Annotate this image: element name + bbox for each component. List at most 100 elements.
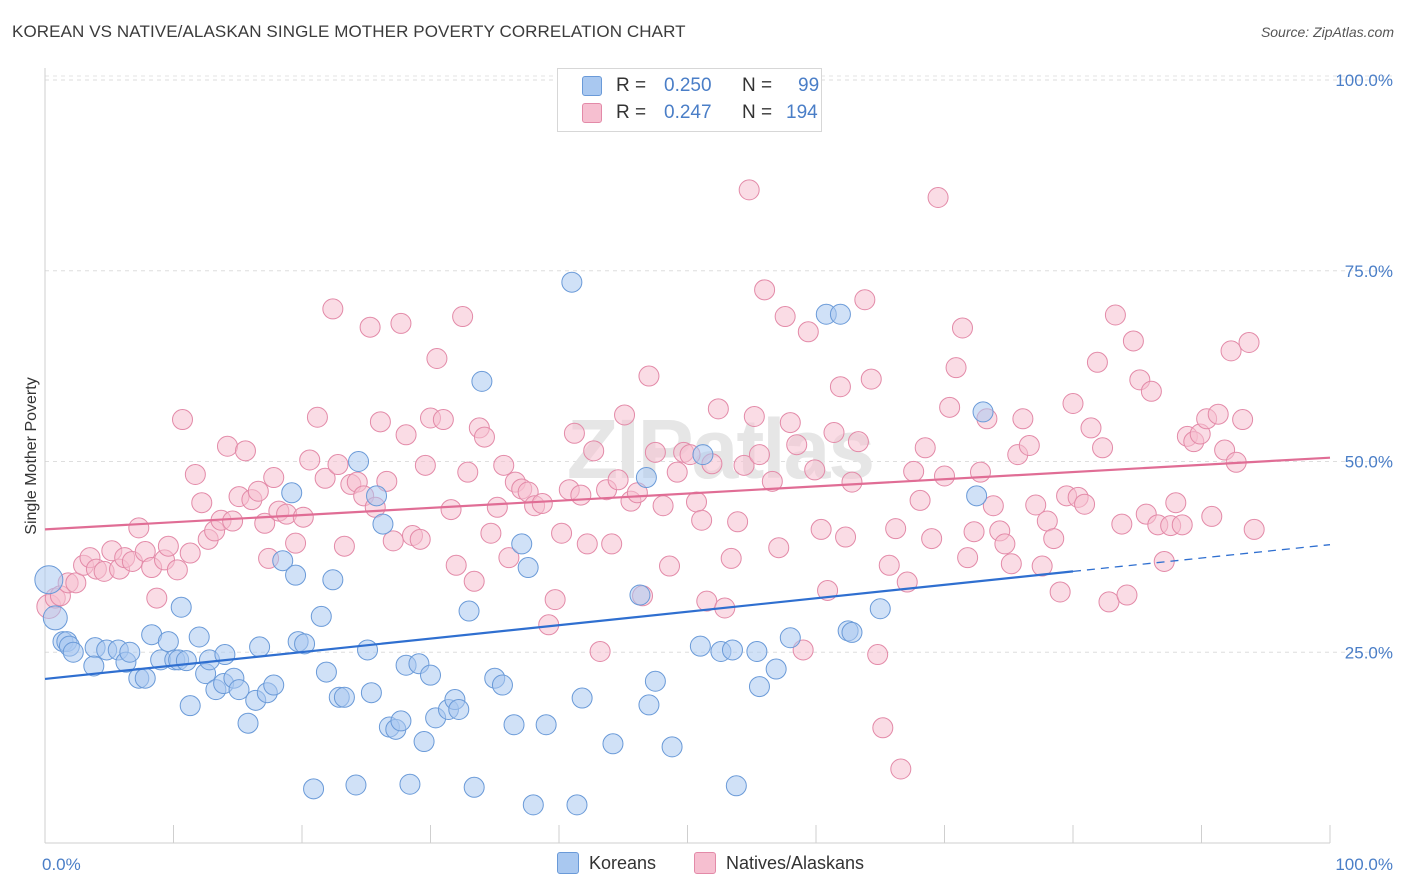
korean-point xyxy=(517,557,539,579)
native-point xyxy=(963,521,985,543)
native-point xyxy=(1092,437,1114,459)
native-point xyxy=(306,406,328,428)
native-point xyxy=(1165,492,1187,514)
native-point xyxy=(395,424,417,446)
native-point xyxy=(576,533,598,555)
native-point xyxy=(720,547,742,569)
native-point xyxy=(128,517,150,539)
native-point xyxy=(797,321,819,343)
r-value: 0.247 xyxy=(664,102,712,123)
native-point xyxy=(1025,494,1047,516)
native-point xyxy=(890,758,912,780)
trend-lines xyxy=(44,456,1331,681)
korean-point xyxy=(966,485,988,507)
korean-point xyxy=(390,710,412,732)
native-point xyxy=(1104,304,1126,326)
y-tick-label: 25.0% xyxy=(1345,643,1393,662)
korean-point xyxy=(263,674,285,696)
korean-point xyxy=(471,370,493,392)
native-point xyxy=(463,570,485,592)
native-point xyxy=(652,495,674,517)
native-point xyxy=(644,441,666,463)
native-point xyxy=(854,289,876,311)
stats-legend-row-natives: R = 0.247 N = 194 xyxy=(582,101,818,125)
native-point xyxy=(921,528,943,550)
native-point xyxy=(872,717,894,739)
native-point xyxy=(359,316,381,338)
native-point xyxy=(945,357,967,379)
native-point xyxy=(184,463,206,485)
native-point xyxy=(376,470,398,492)
korean-point xyxy=(285,564,307,586)
y-tick-label: 50.0% xyxy=(1345,453,1393,472)
native-point xyxy=(583,440,605,462)
native-point xyxy=(738,179,760,201)
legend-item-koreans[interactable]: Koreans xyxy=(557,852,656,874)
native-point xyxy=(666,461,688,483)
native-trend-line xyxy=(44,456,1331,531)
native-point xyxy=(1207,403,1229,425)
korean-point xyxy=(635,467,657,489)
chart-source: Source: ZipAtlas.com xyxy=(1260,24,1394,40)
native-point xyxy=(563,422,585,444)
native-point xyxy=(1140,380,1162,402)
native-point xyxy=(292,506,314,528)
korean-point xyxy=(157,631,179,653)
native-point xyxy=(473,426,495,448)
n-value: 194 xyxy=(786,102,818,123)
korean-point xyxy=(310,605,332,627)
korean-point xyxy=(83,655,105,677)
native-point xyxy=(885,518,907,540)
korean-point xyxy=(272,550,294,572)
korean-point xyxy=(746,640,768,662)
native-point xyxy=(810,518,832,540)
data-points xyxy=(34,179,1265,816)
korean-point xyxy=(566,794,588,816)
native-point xyxy=(841,471,863,493)
native-point xyxy=(768,537,790,559)
native-point xyxy=(934,465,955,487)
native-point xyxy=(867,644,889,666)
native-point xyxy=(369,411,391,433)
korean-trend-line xyxy=(44,570,1074,681)
native-point xyxy=(440,499,462,521)
native-point xyxy=(171,409,193,431)
native-point xyxy=(179,542,201,564)
korean-point xyxy=(42,605,68,631)
legend-item-natives[interactable]: Natives/Alaskans xyxy=(694,852,864,874)
native-point xyxy=(1232,409,1254,431)
korean-point xyxy=(322,569,344,591)
korean-point xyxy=(413,731,435,753)
stats-legend: R = 0.250 N = 99 R = 0.247 N = 194 xyxy=(557,68,822,132)
korean-point xyxy=(748,676,770,698)
native-point xyxy=(878,554,900,576)
korean-point xyxy=(294,633,316,655)
native-point xyxy=(498,547,520,569)
native-point xyxy=(761,470,783,492)
x-tick-labels: 0.0% 100.0% xyxy=(42,855,1393,874)
korean-point xyxy=(345,774,367,796)
native-point xyxy=(247,480,269,502)
native-point xyxy=(779,412,801,434)
korean-point xyxy=(237,712,259,734)
native-point xyxy=(457,461,479,483)
native-point xyxy=(1086,351,1108,373)
korean-point xyxy=(689,635,711,657)
korean-point xyxy=(62,641,84,663)
korean-point xyxy=(535,714,557,736)
native-point xyxy=(1098,591,1120,613)
korean-point xyxy=(829,303,851,325)
korean-point xyxy=(638,694,660,716)
korean-point xyxy=(348,451,370,472)
native-point xyxy=(994,533,1016,555)
x-tick-label: 100.0% xyxy=(1335,855,1393,874)
native-point xyxy=(1243,518,1265,540)
native-point xyxy=(860,368,882,390)
native-point xyxy=(486,496,508,518)
native-point xyxy=(927,187,949,209)
native-point xyxy=(551,522,573,544)
native-point xyxy=(382,530,404,552)
korean-point xyxy=(281,482,303,504)
native-point xyxy=(951,317,973,339)
native-point xyxy=(903,460,925,482)
